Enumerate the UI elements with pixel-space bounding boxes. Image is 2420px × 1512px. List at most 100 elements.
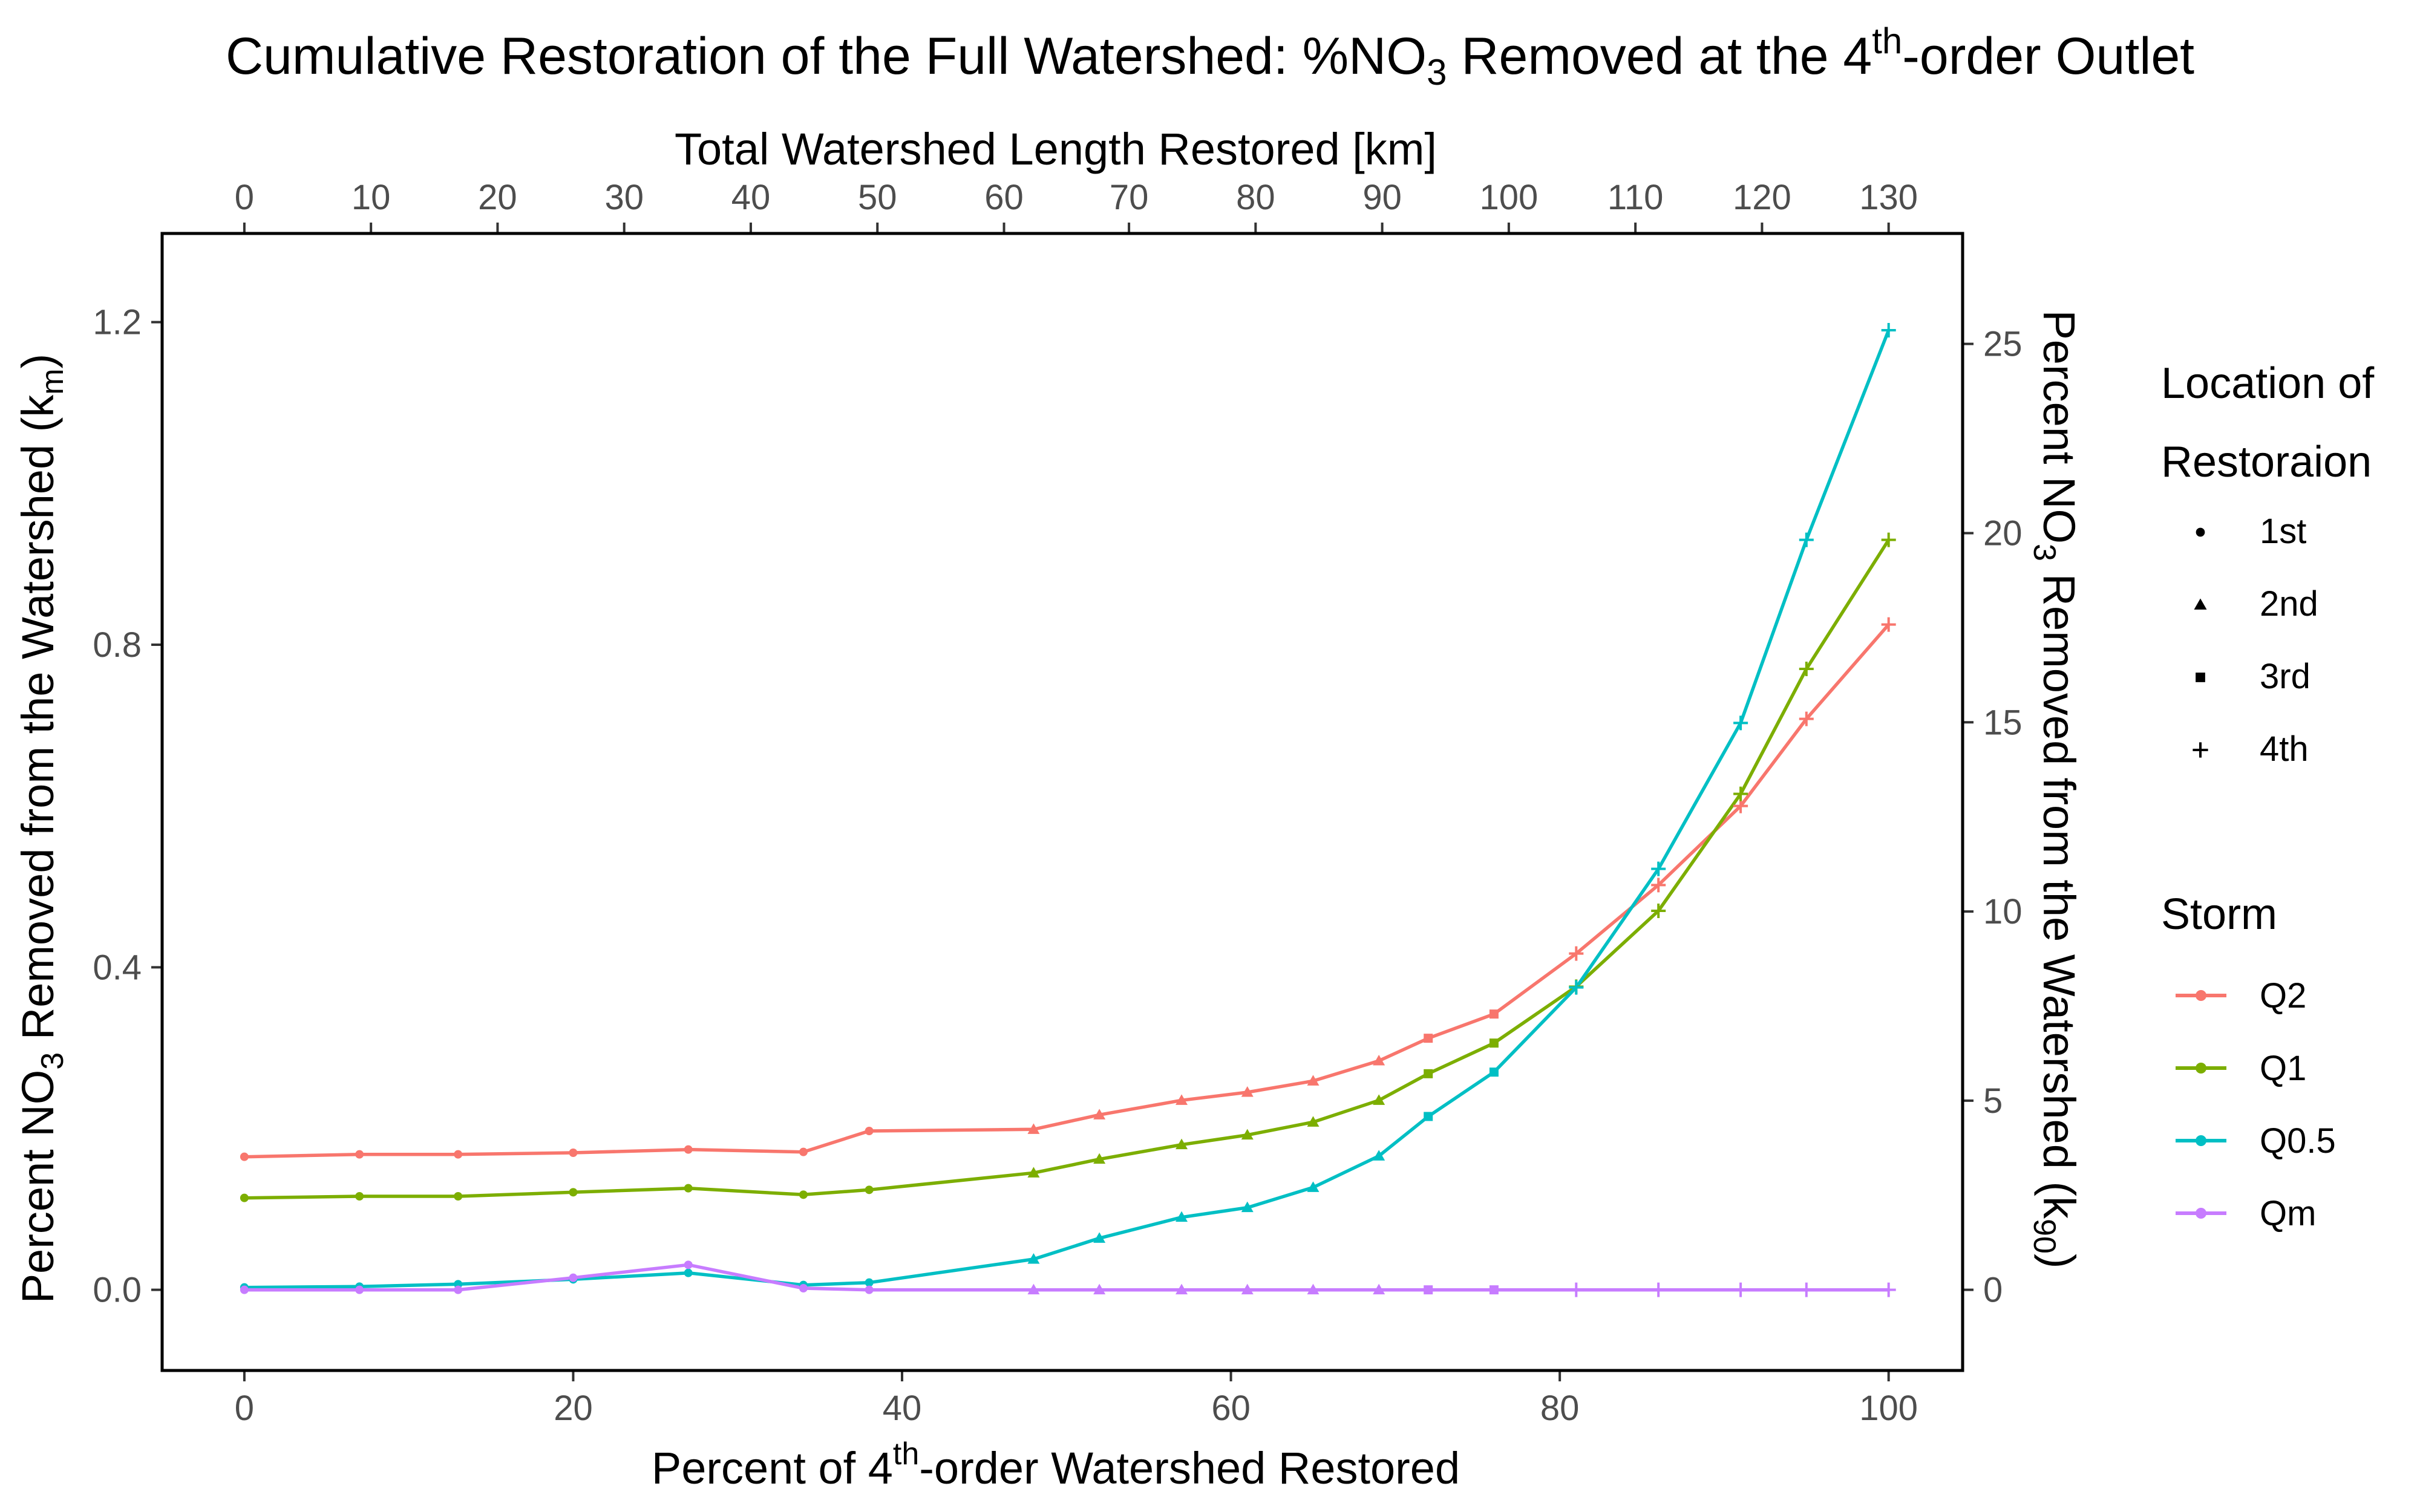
x-axis-title: Percent of 4th-order Watershed Restored	[652, 1436, 1460, 1493]
x-tick-label: 20	[554, 1389, 593, 1428]
data-point-Q2	[1651, 878, 1666, 893]
legend-shape-key-3rd	[2196, 673, 2205, 682]
data-point-Qm	[1569, 1282, 1584, 1297]
data-point-Q2	[569, 1149, 578, 1157]
series-line-Q0_5	[244, 329, 1891, 1289]
x-tick-label: 0	[235, 1389, 254, 1428]
top-tick-label: 50	[858, 178, 897, 217]
data-point-Q1	[355, 1192, 364, 1201]
data-point-Qm	[454, 1285, 463, 1294]
legend-shape-label: 3rd	[2260, 657, 2310, 696]
data-point-Qm	[799, 1284, 808, 1292]
top-tick-label: 70	[1110, 178, 1149, 217]
data-point-Qm	[1881, 1282, 1896, 1297]
data-point-Q2	[1799, 711, 1814, 726]
data-point-Q1	[1307, 1116, 1320, 1127]
y-right-tick-label: 15	[1983, 703, 2023, 742]
data-point-Q1	[799, 1190, 808, 1199]
y-right-tick-label: 0	[1983, 1271, 2003, 1310]
top-tick-label: 10	[352, 178, 391, 217]
series-line-Q1	[244, 539, 1891, 1200]
data-point-Q2	[1881, 617, 1896, 632]
plot-panel-border	[160, 232, 1964, 1372]
data-point-Q2	[1027, 1123, 1040, 1134]
data-point-Q0_5	[1093, 1232, 1106, 1243]
data-point-Q0_5	[1424, 1112, 1433, 1121]
data-point-Q2	[1241, 1086, 1254, 1097]
data-point-Qm	[1373, 1283, 1385, 1295]
data-point-Q2	[1489, 1009, 1499, 1019]
data-point-Q0_5	[1651, 861, 1666, 876]
legend-color-label: Q1	[2260, 1049, 2306, 1088]
x-tick-label: 60	[1211, 1389, 1251, 1428]
legend-color-key-point	[2196, 1208, 2206, 1219]
data-point-Qm	[1424, 1285, 1433, 1295]
top-tick-label: 0	[235, 178, 254, 217]
data-point-Q1	[454, 1192, 463, 1201]
chart-title: Cumulative Restoration of the Full Water…	[226, 21, 2194, 93]
data-point-Q0_5	[1881, 323, 1896, 337]
data-point-Q0_5	[1569, 980, 1584, 995]
y-right-tick-label: 20	[1983, 513, 2023, 553]
data-point-Qm	[1489, 1285, 1499, 1295]
data-point-Q1	[1733, 786, 1748, 801]
data-point-Q0_5	[684, 1268, 693, 1277]
series-line-Q2	[244, 623, 1890, 1159]
data-point-Q1	[1424, 1069, 1433, 1078]
legend-shape: Location of Restoraion 1st 2nd 3rd 4th	[2161, 359, 2375, 769]
data-point-Qm	[240, 1285, 249, 1294]
data-point-Qm	[1799, 1282, 1814, 1297]
y-tick-label: 0.4	[93, 948, 142, 987]
legend-shape-label: 4th	[2260, 729, 2309, 769]
data-point-Qm	[865, 1285, 874, 1294]
legend-shape-key-4th	[2193, 742, 2208, 758]
y-right-tick-label: 5	[1983, 1081, 2003, 1121]
data-point-Q2	[1569, 946, 1584, 961]
data-point-Q0_5	[1489, 1067, 1499, 1077]
data-point-Qm	[1093, 1283, 1106, 1295]
legend-color-title: Storm	[2161, 890, 2277, 939]
data-point-Qm	[1027, 1283, 1040, 1295]
legend-shape-title-line2: Restoraion	[2161, 438, 2372, 486]
y-tick-label: 1.2	[93, 303, 142, 342]
data-point-Q0_5	[865, 1278, 874, 1287]
data-point-Qm	[1307, 1283, 1320, 1295]
data-point-Q2	[1093, 1109, 1106, 1119]
data-point-Q2	[1307, 1075, 1320, 1086]
data-point-Q1	[1176, 1138, 1188, 1150]
legend-color-label: Q2	[2260, 976, 2306, 1015]
top-axis-title: Total Watershed Length Restored [km]	[675, 124, 1437, 174]
data-point-Q0_5	[1241, 1201, 1254, 1213]
data-point-Q1	[1881, 532, 1896, 547]
data-point-Q1	[569, 1188, 578, 1197]
top-tick-label: 100	[1479, 178, 1538, 217]
series-points	[240, 323, 1896, 1297]
data-point-Q2	[1424, 1034, 1433, 1043]
data-point-Q2	[355, 1150, 364, 1159]
series-line-Qm	[244, 1263, 1889, 1292]
legend-color-label: Qm	[2260, 1194, 2316, 1233]
data-point-Q2	[454, 1150, 463, 1159]
top-tick-label: 110	[1607, 178, 1663, 217]
x-tick-label: 100	[1859, 1389, 1918, 1428]
data-point-Q2	[865, 1127, 874, 1135]
data-point-Q1	[1651, 904, 1666, 918]
data-point-Q0_5	[1307, 1181, 1320, 1192]
data-point-Q0_5	[1733, 715, 1748, 731]
legend-color-label: Q0.5	[2260, 1121, 2336, 1161]
legend-shape-label: 2nd	[2260, 584, 2318, 624]
legend-color-key-point	[2196, 990, 2206, 1001]
data-point-Q1	[1093, 1153, 1106, 1164]
y-axis-title: Percent NO3 Removed from the Watershed (…	[13, 354, 70, 1304]
legend-color-key-point	[2196, 1063, 2206, 1074]
y-right-axis-title: Percent NO3 Removed from the Watershed (…	[2027, 310, 2084, 1268]
y-right-tick-label: 25	[1983, 325, 2023, 364]
top-tick-label: 60	[984, 178, 1024, 217]
data-point-Qm	[1241, 1283, 1254, 1295]
legend-shape-label: 1st	[2260, 512, 2306, 551]
data-point-Q0_5	[1373, 1150, 1385, 1161]
data-point-Q1	[1373, 1094, 1385, 1105]
top-tick-label: 20	[478, 178, 517, 217]
